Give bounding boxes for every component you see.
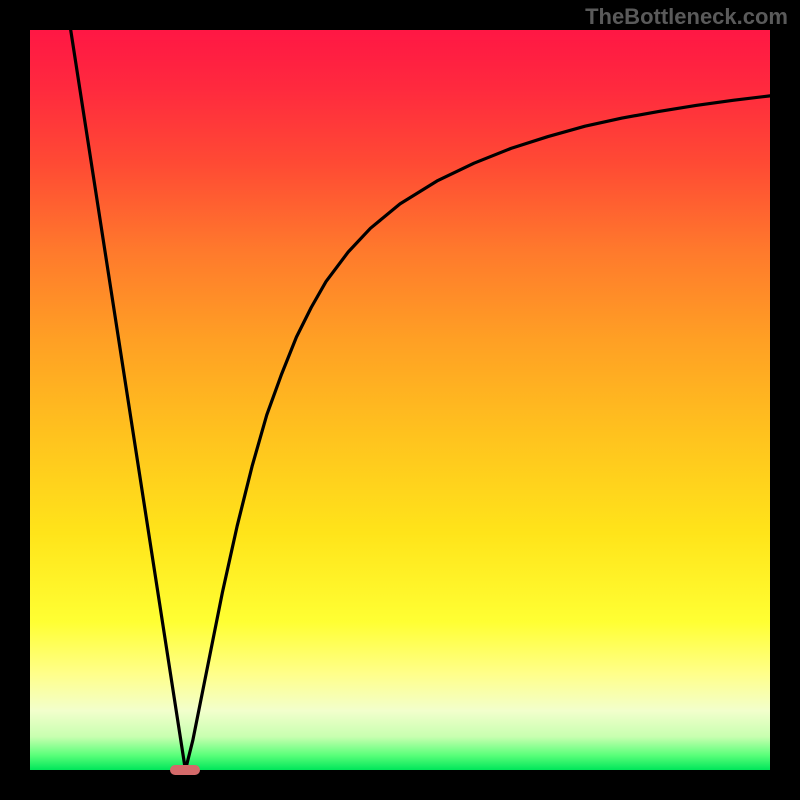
optimum-marker	[170, 765, 200, 775]
curve-layer	[30, 30, 770, 770]
chart-container: TheBottleneck.com	[0, 0, 800, 800]
watermark-text: TheBottleneck.com	[585, 4, 788, 30]
bottleneck-curve	[71, 30, 770, 770]
plot-area	[30, 30, 770, 770]
